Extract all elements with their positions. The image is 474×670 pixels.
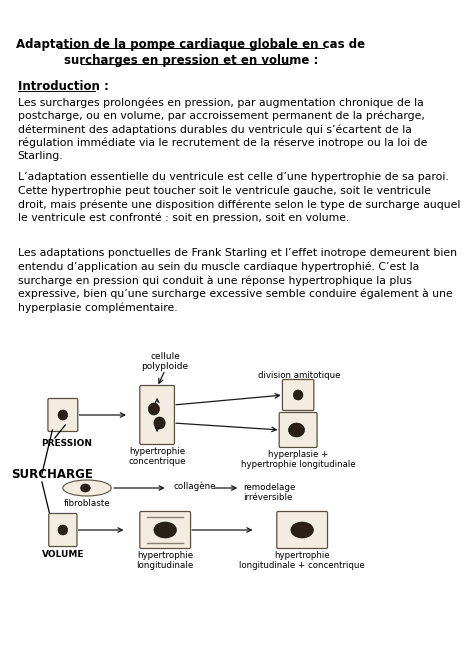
Text: Introduction :: Introduction :: [18, 80, 109, 93]
Text: cellule
polyploide: cellule polyploide: [142, 352, 189, 371]
FancyBboxPatch shape: [140, 511, 191, 549]
Text: expressive, bien qu’une surcharge excessive semble conduire également à une: expressive, bien qu’une surcharge excess…: [18, 289, 453, 299]
Text: SURCHARGE: SURCHARGE: [11, 468, 93, 481]
Text: hyperplasie +
hypertrophie longitudinale: hyperplasie + hypertrophie longitudinale: [241, 450, 356, 470]
Text: PRESSION: PRESSION: [41, 439, 92, 448]
Ellipse shape: [293, 390, 303, 400]
Text: division amitotique: division amitotique: [258, 371, 341, 380]
Text: droit, mais présente une disposition différente selon le type de surcharge auque: droit, mais présente une disposition dif…: [18, 199, 460, 210]
FancyBboxPatch shape: [48, 399, 78, 431]
Text: Les surcharges prolongées en pression, par augmentation chronique de la: Les surcharges prolongées en pression, p…: [18, 97, 423, 107]
Text: fibroblaste: fibroblaste: [64, 499, 110, 508]
Text: Les adaptations ponctuelles de Frank Starling et l’effet inotrope demeurent bien: Les adaptations ponctuelles de Frank Sta…: [18, 248, 457, 258]
Ellipse shape: [81, 484, 90, 492]
Text: L’adaptation essentielle du ventricule est celle d’une hypertrophie de sa paroi.: L’adaptation essentielle du ventricule e…: [18, 172, 448, 182]
Ellipse shape: [291, 522, 313, 538]
Ellipse shape: [148, 403, 160, 415]
FancyBboxPatch shape: [279, 413, 317, 448]
FancyBboxPatch shape: [277, 511, 328, 549]
Text: VOLUME: VOLUME: [42, 550, 84, 559]
Ellipse shape: [58, 410, 68, 420]
Text: régulation immédiate via le recrutement de la réserve inotrope ou la loi de: régulation immédiate via le recrutement …: [18, 137, 427, 148]
Text: surcharge en pression qui conduit à une réponse hypertrophique la plus: surcharge en pression qui conduit à une …: [18, 275, 411, 285]
FancyBboxPatch shape: [49, 513, 77, 547]
Text: hypertrophie
longitudinale: hypertrophie longitudinale: [137, 551, 194, 570]
Text: remodelage
irréversible: remodelage irréversible: [243, 483, 296, 502]
FancyBboxPatch shape: [140, 385, 174, 444]
Text: hyperplasie complémentaire.: hyperplasie complémentaire.: [18, 302, 177, 312]
Text: Starling.: Starling.: [18, 151, 64, 161]
Text: entendu d’application au sein du muscle cardiaque hypertrophié. C’est la: entendu d’application au sein du muscle …: [18, 261, 419, 272]
FancyBboxPatch shape: [283, 379, 314, 411]
Text: postcharge, ou en volume, par accroissement permanent de la précharge,: postcharge, ou en volume, par accroissem…: [18, 111, 425, 121]
Text: collagène: collagène: [173, 481, 216, 490]
Text: hypertrophie
concentrique: hypertrophie concentrique: [128, 447, 186, 466]
Ellipse shape: [289, 423, 305, 437]
Ellipse shape: [58, 525, 68, 535]
Text: Adaptation de la pompe cardiaque globale en cas de: Adaptation de la pompe cardiaque globale…: [17, 38, 365, 51]
Text: le ventricule est confronté : soit en pression, soit en volume.: le ventricule est confronté : soit en pr…: [18, 212, 349, 223]
Text: hypertrophie
longitudinale + concentrique: hypertrophie longitudinale + concentriqu…: [239, 551, 365, 570]
Text: déterminent des adaptations durables du ventricule qui s’écartent de la: déterminent des adaptations durables du …: [18, 124, 411, 135]
Text: surcharges en pression et en volume :: surcharges en pression et en volume :: [64, 54, 318, 67]
Ellipse shape: [154, 417, 165, 429]
Ellipse shape: [63, 480, 111, 496]
Text: Cette hypertrophie peut toucher soit le ventricule gauche, soit le ventricule: Cette hypertrophie peut toucher soit le …: [18, 186, 431, 196]
Ellipse shape: [154, 522, 176, 538]
